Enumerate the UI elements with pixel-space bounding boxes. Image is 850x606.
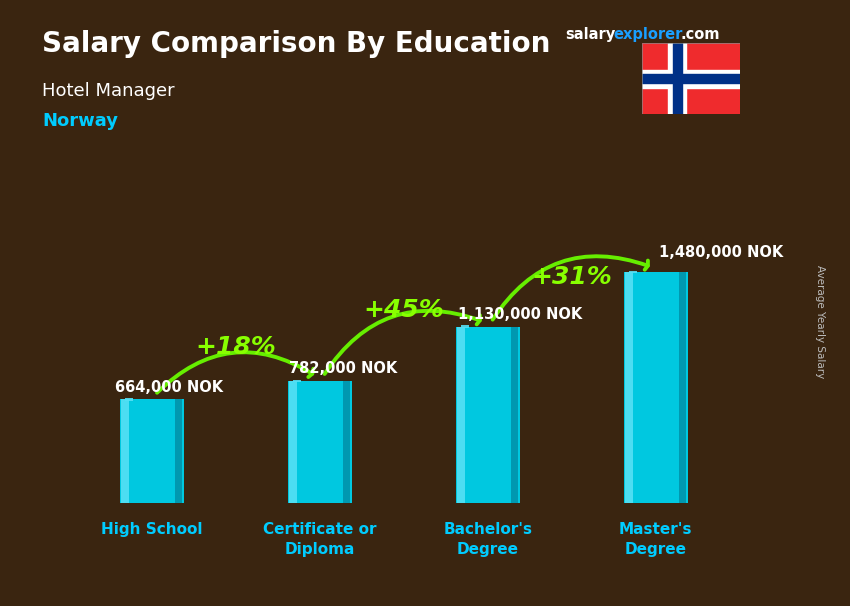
Bar	[288, 381, 352, 503]
Bar	[121, 399, 128, 503]
Bar	[120, 399, 184, 503]
Text: explorer: explorer	[614, 27, 683, 42]
Text: 1,130,000 NOK: 1,130,000 NOK	[457, 307, 581, 322]
Bar	[289, 381, 297, 503]
Text: 782,000 NOK: 782,000 NOK	[290, 361, 398, 376]
Bar	[668, 43, 686, 115]
Bar	[642, 75, 740, 83]
Bar	[461, 325, 468, 328]
Text: salary: salary	[565, 27, 615, 42]
Text: Norway: Norway	[42, 112, 118, 130]
Bar	[625, 272, 632, 503]
Text: Average Yearly Salary: Average Yearly Salary	[815, 265, 825, 378]
Text: +31%: +31%	[531, 265, 612, 289]
Text: Hotel Manager: Hotel Manager	[42, 82, 175, 100]
Text: +18%: +18%	[196, 335, 276, 359]
Bar	[343, 381, 350, 503]
Text: +45%: +45%	[363, 298, 444, 322]
Bar	[457, 327, 465, 503]
Bar	[624, 272, 688, 503]
Text: Salary Comparison By Education: Salary Comparison By Education	[42, 30, 551, 58]
Bar	[629, 270, 637, 273]
Bar	[456, 327, 519, 503]
Text: 1,480,000 NOK: 1,480,000 NOK	[659, 245, 784, 261]
Text: 664,000 NOK: 664,000 NOK	[115, 380, 223, 395]
Bar	[642, 70, 740, 88]
Bar	[679, 272, 687, 503]
Bar	[511, 327, 518, 503]
Text: .com: .com	[680, 27, 719, 42]
Bar	[125, 398, 133, 401]
Bar	[293, 379, 301, 382]
Bar	[175, 399, 183, 503]
Bar	[673, 43, 682, 115]
